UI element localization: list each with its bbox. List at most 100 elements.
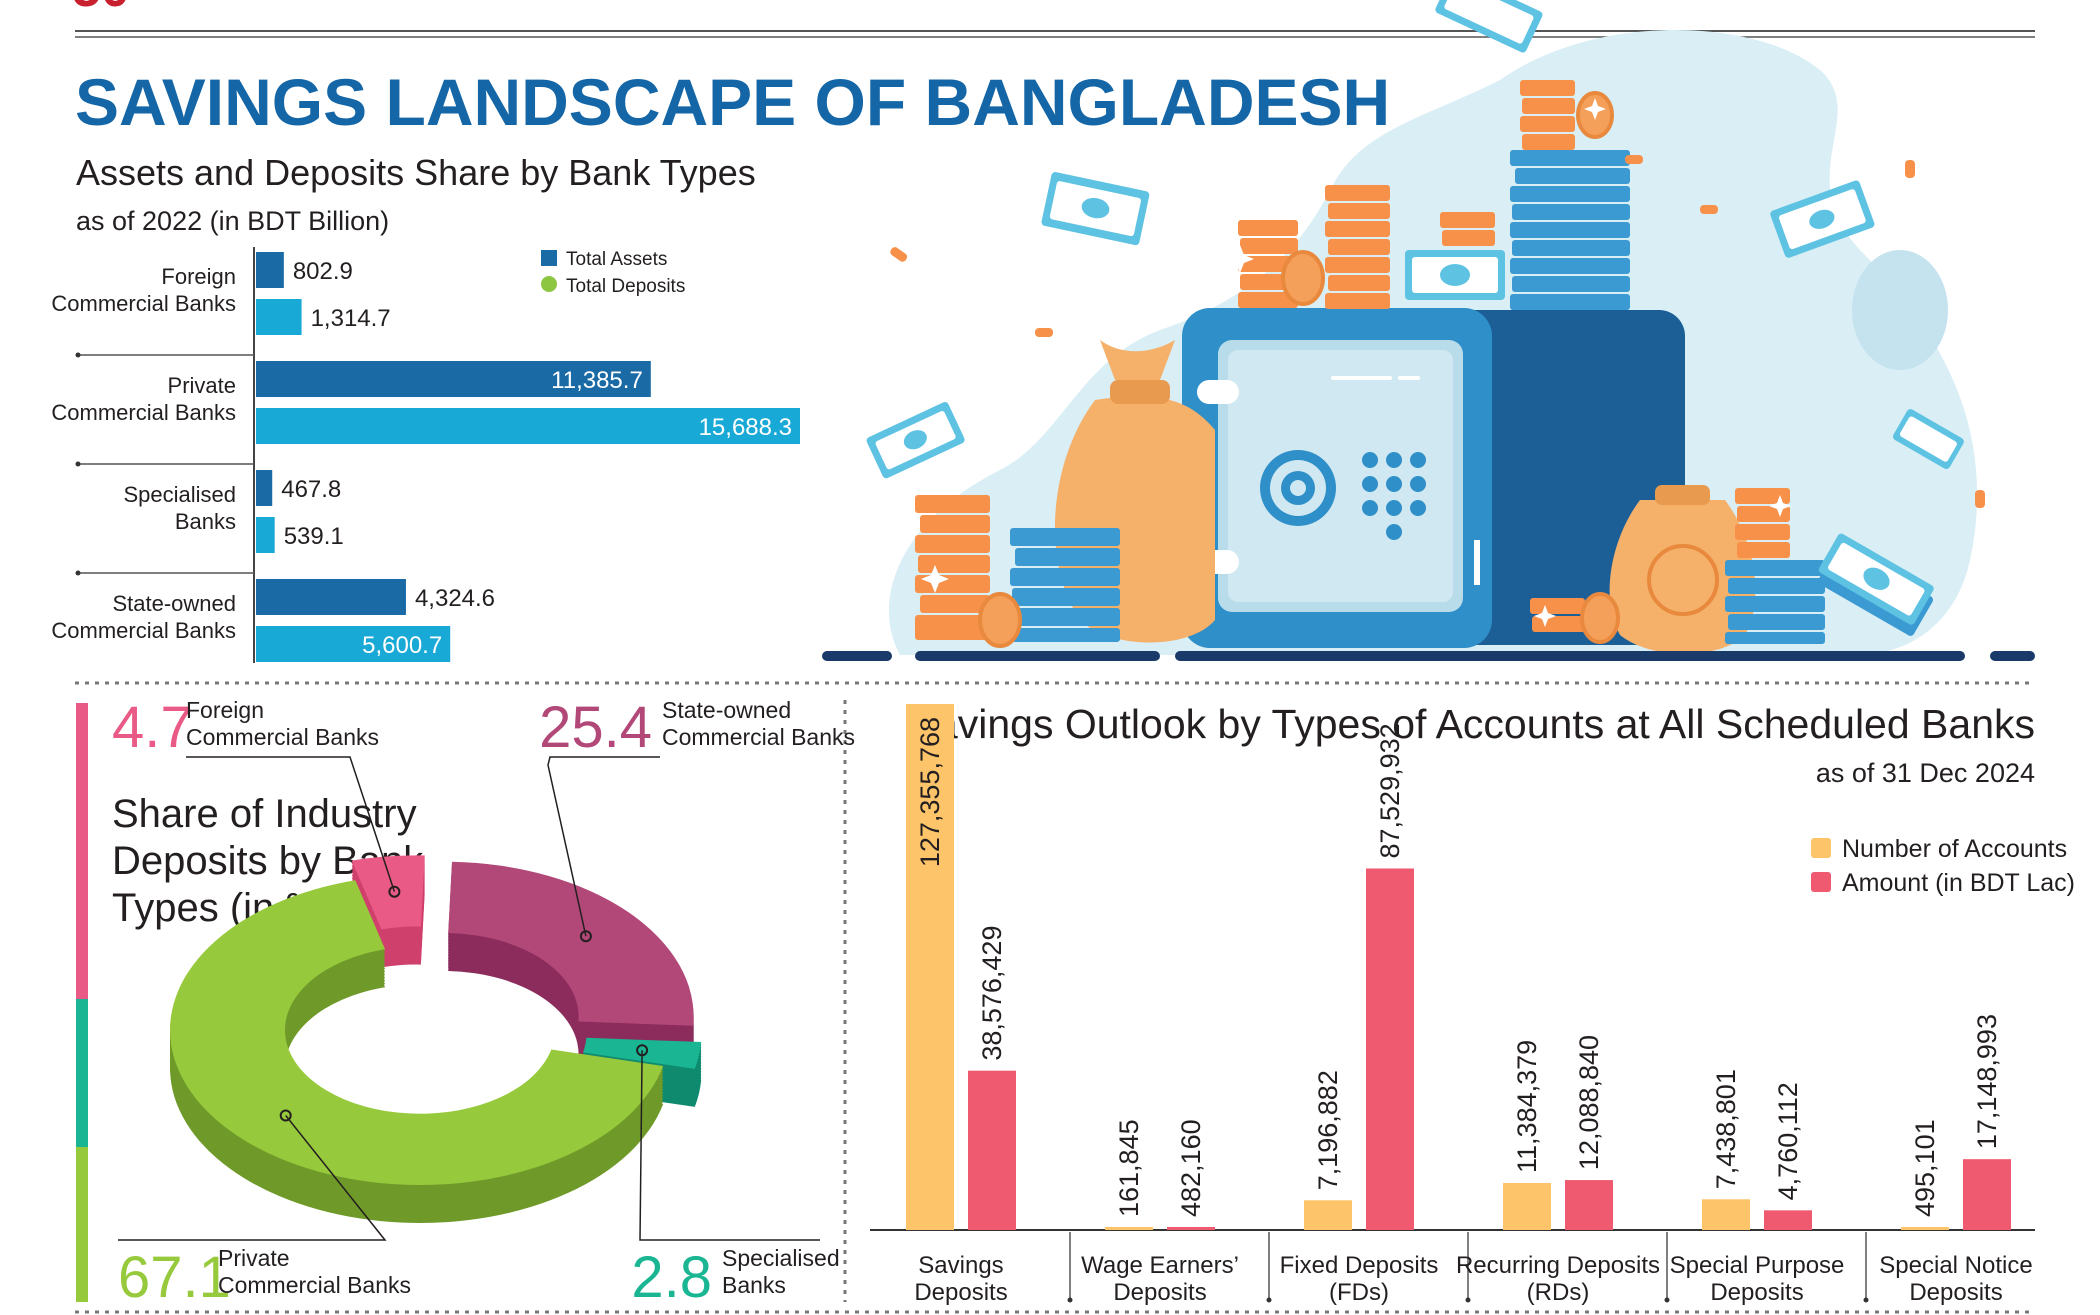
donut-slice (170, 880, 664, 1186)
bar (1503, 1182, 1551, 1230)
slice-marker (579, 930, 592, 943)
bar (1366, 868, 1414, 1230)
vault-illustration (822, 0, 2035, 661)
data-label: 495,101 (1910, 1119, 1940, 1217)
slice-value-label: 4.7 (112, 695, 193, 760)
bar (256, 299, 302, 335)
slice-marker (388, 885, 401, 898)
data-label: 17,148,993 (1972, 1014, 2002, 1149)
bar (256, 252, 284, 288)
coin-icon (978, 91, 1620, 648)
chart3-legend: Number of Accounts Amount (in BDT Lac) (1811, 835, 2075, 897)
ground-line (822, 651, 2035, 661)
slice-value-label: 2.8 (631, 1245, 712, 1310)
leader-line (118, 1115, 387, 1241)
banknote-icon (1435, 0, 1543, 53)
banknote-icon (1405, 250, 1505, 300)
legend-bar-segment (76, 703, 88, 999)
brand-mark: 50 (72, 0, 130, 18)
data-label: 4,760,112 (1773, 1082, 1803, 1200)
data-label: 539.1 (284, 523, 344, 550)
separator-dot (1465, 1297, 1471, 1303)
legend-swatch-total-assets (541, 250, 557, 266)
separator-dot (1664, 1297, 1670, 1303)
chart1-legend: Total Assets Total Deposits (541, 249, 685, 297)
bar (256, 517, 275, 553)
legend-label-total-deposits: Total Deposits (566, 276, 685, 297)
legend-swatch-number-of-accounts (1811, 838, 1831, 858)
bar (256, 626, 451, 662)
bar (1105, 1227, 1153, 1230)
assets-deposits-chart: Assets and Deposits Share by Bank Types … (51, 152, 800, 663)
savings-outlook-chart: Savings Outlook by Types of Accounts at … (870, 701, 2075, 1306)
slice-name-label: Specialised (722, 1245, 840, 1271)
chart3-title: Savings Outlook by Types of Accounts at … (908, 701, 2035, 747)
slice-name-label: Commercial Banks (662, 724, 855, 750)
data-label: 12,088,840 (1574, 1035, 1604, 1170)
category-label: State-owned (112, 591, 236, 616)
slice-name-label: Banks (722, 1272, 786, 1298)
background-bubble (1852, 250, 1948, 370)
donut-slice (351, 855, 425, 930)
data-label: 38,576,429 (977, 926, 1007, 1061)
data-label: 11,384,379 (1512, 1040, 1542, 1173)
slice-value-label: 67.1 (118, 1245, 231, 1310)
data-label: 1,314.7 (311, 305, 391, 332)
sparkle-icon (921, 98, 1791, 627)
separator-dot (1266, 1297, 1272, 1303)
bar (1764, 1210, 1812, 1230)
separator-dot (1067, 1297, 1073, 1303)
separator-dot (75, 570, 81, 576)
category-label: (FDs) (1329, 1279, 1389, 1306)
category-label: Deposits (1909, 1279, 2002, 1306)
legend-label-amount: Amount (in BDT Lac) (1842, 869, 2075, 897)
bar (906, 704, 954, 1230)
bar (256, 408, 800, 444)
bar (1963, 1159, 2011, 1230)
safe-icon (1182, 308, 1685, 648)
bar (256, 361, 651, 397)
category-label: Wage Earners’ (1081, 1252, 1239, 1279)
header: 50 SAVINGS LANDSCAPE OF BANGLADESH (72, 0, 2035, 139)
leader-line (639, 1050, 820, 1241)
category-label: Special Purpose (1670, 1252, 1845, 1279)
separator-dot (75, 352, 81, 358)
chart2-title-line-1: Share of Industry (112, 792, 417, 836)
separator-dot (75, 461, 81, 467)
coin-stack-icon (1238, 80, 1575, 309)
money-bag-icon (1609, 485, 1756, 654)
legend-swatch-total-deposits (541, 276, 557, 292)
banknote-icon (1892, 409, 1964, 470)
category-label: Deposits (1710, 1279, 1803, 1306)
category-label: Recurring Deposits (1456, 1252, 1660, 1279)
category-label: Deposits (914, 1279, 1007, 1306)
slice-name-label: Commercial Banks (186, 724, 379, 750)
legend-label-number-of-accounts: Number of Accounts (1842, 835, 2067, 863)
data-label: 4,324.6 (415, 585, 495, 612)
leader-line (186, 756, 396, 892)
data-label: 11,385.7 (551, 367, 643, 394)
coin-stack-icon (1510, 150, 1630, 310)
category-label: Commercial Banks (51, 618, 236, 643)
chart1-title: Assets and Deposits Share by Bank Types (76, 152, 756, 193)
chart1-subtitle: as of 2022 (in BDT Billion) (76, 206, 389, 236)
category-label: Special Notice (1879, 1252, 2032, 1279)
bar (1702, 1199, 1750, 1230)
slice-name-label: Commercial Banks (218, 1272, 411, 1298)
data-label: 161,845 (1114, 1119, 1144, 1217)
category-label: Specialised (123, 482, 236, 507)
category-label: Banks (175, 509, 236, 534)
slice-marker (279, 1109, 292, 1122)
category-label: Deposits (1113, 1279, 1206, 1306)
banknote-icon (1041, 172, 1150, 246)
bar (256, 579, 406, 615)
category-label: Private (168, 373, 236, 398)
bar (968, 1070, 1016, 1230)
data-label: 87,529,932 (1375, 723, 1405, 858)
coin-stack-icon (1010, 528, 1120, 642)
data-label: 5,600.7 (362, 632, 442, 659)
category-label: Foreign (161, 264, 236, 289)
data-label: 15,688.3 (699, 414, 792, 441)
category-label: Commercial Banks (51, 291, 236, 316)
bar (256, 470, 273, 506)
